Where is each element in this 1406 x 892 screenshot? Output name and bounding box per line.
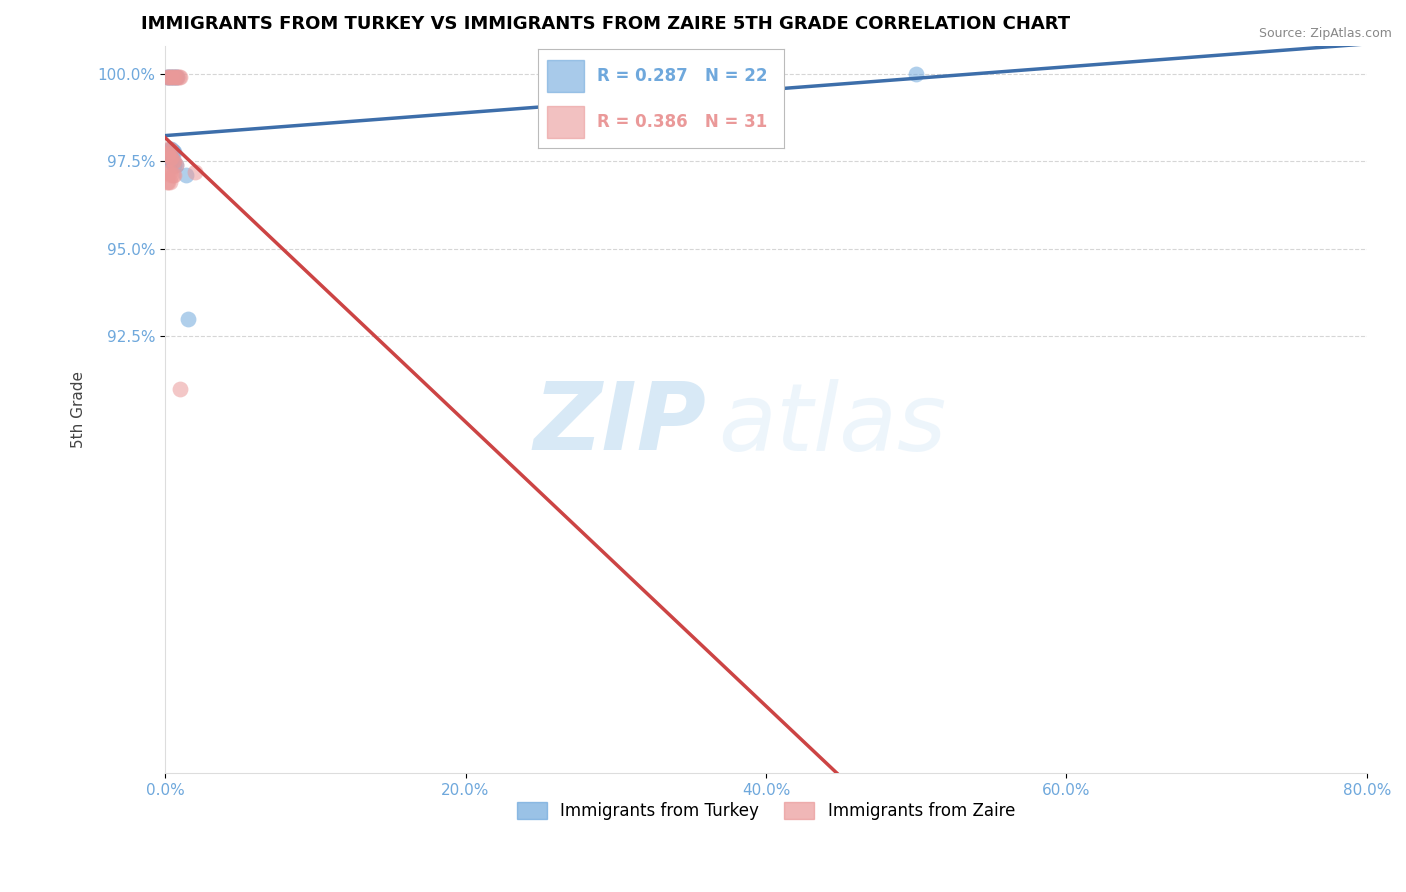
- Point: [166, 70, 188, 84]
- Point: [162, 154, 184, 169]
- Point: [155, 70, 177, 84]
- Point: [160, 144, 183, 158]
- Point: [163, 168, 186, 182]
- Point: [169, 382, 191, 396]
- Point: [160, 154, 183, 169]
- Point: [166, 70, 188, 84]
- Point: [162, 154, 184, 169]
- Point: [159, 151, 181, 165]
- Point: [157, 142, 180, 156]
- Point: [159, 142, 181, 156]
- Text: IMMIGRANTS FROM TURKEY VS IMMIGRANTS FROM ZAIRE 5TH GRADE CORRELATION CHART: IMMIGRANTS FROM TURKEY VS IMMIGRANTS FRO…: [141, 15, 1070, 33]
- Point: [163, 158, 186, 172]
- Point: [157, 70, 180, 84]
- Y-axis label: 5th Grade: 5th Grade: [72, 371, 86, 448]
- Point: [160, 70, 183, 84]
- Point: [162, 144, 184, 158]
- Point: [159, 70, 181, 84]
- Point: [157, 175, 180, 189]
- Point: [160, 70, 183, 84]
- Point: [160, 142, 183, 156]
- Point: [159, 175, 181, 189]
- Point: [169, 70, 191, 84]
- Legend: Immigrants from Turkey, Immigrants from Zaire: Immigrants from Turkey, Immigrants from …: [510, 796, 1022, 827]
- Point: [162, 70, 184, 84]
- Point: [157, 151, 180, 165]
- Text: Source: ZipAtlas.com: Source: ZipAtlas.com: [1258, 27, 1392, 40]
- Point: [159, 142, 181, 156]
- Point: [163, 70, 186, 84]
- Point: [155, 147, 177, 161]
- Point: [163, 145, 186, 160]
- Point: [162, 70, 184, 84]
- Point: [163, 70, 186, 84]
- Point: [163, 154, 186, 169]
- Point: [157, 147, 180, 161]
- Point: [155, 70, 177, 84]
- Point: [160, 151, 183, 165]
- Text: ZIP: ZIP: [533, 378, 706, 470]
- Point: [160, 168, 183, 182]
- Point: [167, 70, 190, 84]
- Point: [184, 164, 207, 178]
- Point: [165, 70, 187, 84]
- Point: [159, 154, 181, 169]
- Text: atlas: atlas: [718, 378, 946, 469]
- Point: [165, 158, 187, 172]
- Point: [157, 164, 180, 178]
- Point: [155, 151, 177, 165]
- Point: [157, 70, 180, 84]
- Point: [155, 164, 177, 178]
- Point: [165, 158, 187, 172]
- Point: [176, 311, 198, 326]
- Point: [165, 70, 187, 84]
- Point: [174, 168, 197, 182]
- Point: [155, 175, 177, 189]
- Point: [162, 168, 184, 182]
- Point: [159, 70, 181, 84]
- Point: [159, 164, 181, 178]
- Point: [905, 67, 928, 81]
